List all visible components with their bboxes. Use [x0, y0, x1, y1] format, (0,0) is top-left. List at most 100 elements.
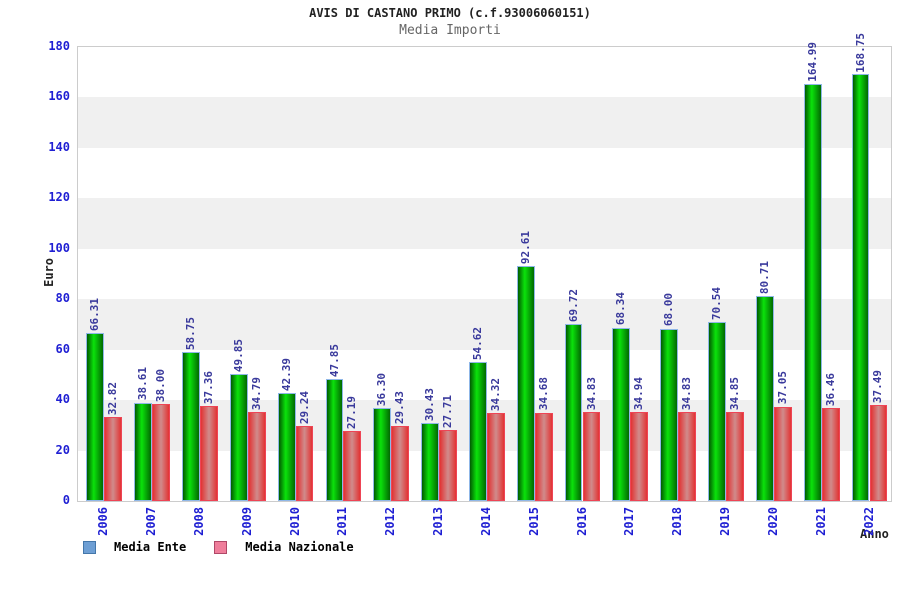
x-tick-label: 2019 [718, 507, 732, 536]
bar-media-nazionale [630, 411, 649, 501]
bar-media-nazionale [869, 405, 888, 501]
bar-media-nazionale [247, 412, 266, 501]
bar-media-ente [708, 322, 726, 501]
bar-value-label: 80.71 [757, 261, 771, 295]
bar-value-label: 29.43 [393, 390, 407, 424]
y-axis-label: Euro [42, 258, 56, 287]
bar-value-label: 27.19 [345, 396, 359, 430]
legend-label-media-nazionale: Media Nazionale [245, 539, 354, 554]
x-tick-label: 2007 [144, 507, 159, 536]
bar-media-ente [373, 408, 392, 501]
bar-value-label: 168.75 [853, 32, 867, 73]
x-tick-label: 2020 [765, 507, 780, 536]
x-tick-label: 2008 [191, 507, 206, 536]
bar-value-label: 66.31 [88, 297, 102, 331]
grid-band [78, 248, 891, 300]
bar-value-label: 37.36 [201, 370, 215, 404]
bar-media-nazionale [104, 417, 123, 501]
bar-value-label: 34.83 [584, 377, 598, 411]
bar-value-label: 34.68 [536, 377, 550, 411]
y-tick-label: 100 [48, 240, 70, 255]
bar-media-ente [612, 327, 631, 501]
y-tick-label: 60 [55, 341, 70, 356]
bar-media-ente [564, 324, 583, 501]
y-tick-label: 120 [48, 190, 70, 205]
bar-value-label: 34.85 [728, 376, 741, 411]
grid-band [78, 47, 891, 98]
x-tick-label: 2016 [574, 507, 589, 536]
x-axis-label: Anno [860, 527, 889, 541]
grid-band [78, 299, 891, 350]
bar-value-label: 164.99 [805, 42, 819, 82]
bar-value-label: 49.85 [231, 339, 245, 373]
x-tick-label: 2021 [813, 507, 828, 536]
legend-label-media-ente: Media Ente [114, 539, 187, 554]
bar-media-ente [516, 266, 535, 501]
x-tick-label: 2014 [478, 507, 493, 536]
y-tick-label: 40 [55, 392, 70, 407]
x-tick-label: 2006 [96, 507, 111, 536]
chart-title: AVIS DI CASTANO PRIMO (c.f.93006060151) [309, 6, 591, 20]
bar-media-ente [755, 296, 774, 501]
legend-swatch-media-nazionale [214, 541, 228, 554]
plot-area: 66.31 32.82 38.61 38.00 58.75 37.36 49.85 34.79… [77, 33, 892, 502]
bar-value-label: 42.39 [279, 357, 293, 392]
y-tick-label: 0 [62, 493, 70, 507]
bar-media-ente [803, 83, 822, 501]
bar-media-nazionale [773, 406, 792, 501]
bar-value-label: 34.79 [249, 377, 263, 411]
bar-media-ente [86, 332, 105, 501]
legend: Media Ente Media Nazionale [83, 539, 354, 554]
bar-media-nazionale [821, 408, 840, 501]
bar-media-ente [469, 362, 487, 501]
bar-value-label: 69.72 [566, 289, 580, 323]
bar-media-nazionale [439, 430, 457, 501]
bar-media-ente [851, 74, 870, 501]
x-tick-label: 2010 [287, 507, 302, 536]
y-tick-label: 20 [55, 442, 70, 457]
bar-media-ente [660, 328, 679, 501]
bar-value-label: 54.62 [470, 327, 484, 361]
bar-media-ente [277, 393, 296, 501]
bar-media-ente [229, 374, 248, 501]
bar-value-label: 38.61 [136, 367, 150, 401]
grid-band [78, 147, 891, 199]
y-tick-label: 80 [55, 291, 70, 306]
bar-value-label: 70.54 [710, 286, 723, 321]
bar-media-nazionale [726, 412, 744, 501]
bar-media-nazionale [295, 426, 314, 501]
bar-value-label: 34.32 [488, 378, 502, 412]
x-tick-label: 2012 [383, 507, 398, 536]
bar-value-label: 32.82 [106, 382, 120, 416]
bar-value-label: 30.43 [423, 388, 437, 422]
x-tick-label: 2013 [431, 507, 446, 536]
bar-value-label: 36.46 [823, 372, 837, 406]
bar-value-label: 37.05 [775, 371, 789, 405]
legend-swatch-media-ente [83, 541, 96, 554]
bar-value-label: 58.75 [184, 316, 197, 350]
bar-media-nazionale [582, 412, 601, 501]
grid-band [78, 97, 891, 148]
x-tick-label: 2009 [239, 507, 254, 536]
bar-value-label: 27.71 [441, 394, 454, 429]
bar-media-ente [182, 351, 200, 501]
grid-band [78, 198, 891, 249]
bar-value-label: 37.49 [871, 370, 885, 404]
x-tick-label: 2015 [526, 507, 541, 536]
bar-value-label: 34.83 [680, 377, 694, 411]
y-tick-label: 180 [48, 39, 70, 53]
x-tick-label: 2018 [670, 507, 685, 536]
bar-media-nazionale [152, 404, 170, 501]
bar-media-nazionale [534, 412, 553, 501]
bar-value-label: 68.34 [614, 292, 628, 326]
bar-media-ente [421, 423, 439, 501]
x-tick-label: 2017 [622, 507, 637, 536]
bar-media-nazionale [199, 405, 218, 501]
bar-media-nazionale [678, 412, 697, 501]
bar-value-label: 38.00 [154, 369, 168, 403]
bar-value-label: 34.94 [632, 376, 646, 410]
bar-value-label: 47.85 [327, 344, 341, 378]
bar-media-nazionale [486, 413, 505, 501]
bar-value-label: 36.30 [375, 373, 389, 407]
